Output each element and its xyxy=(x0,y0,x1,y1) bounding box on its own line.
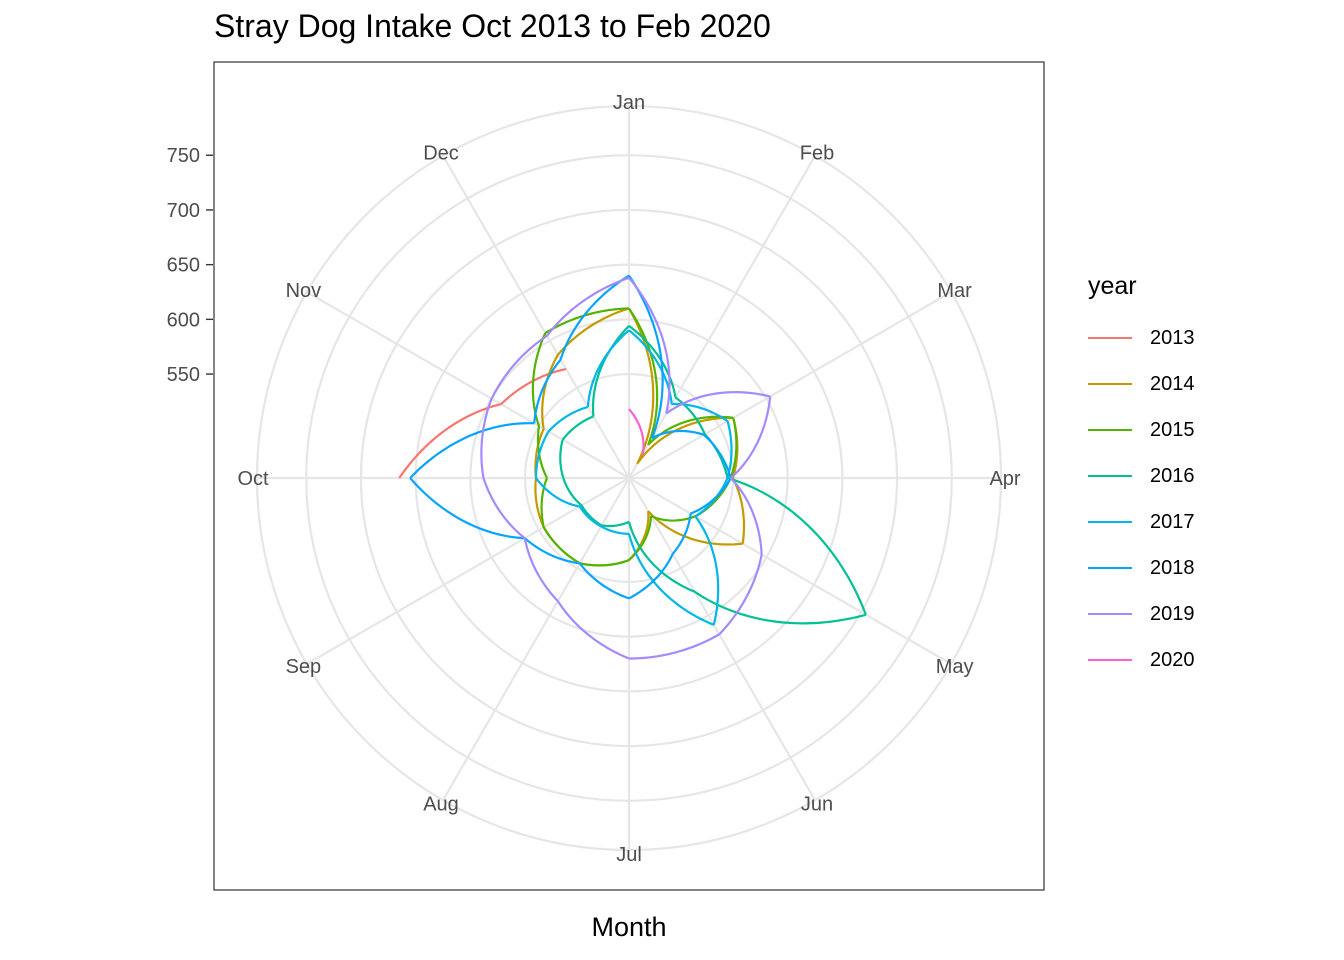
grid-spoke xyxy=(442,477,630,801)
month-label-feb: Feb xyxy=(800,142,834,164)
legend-label-2019: 2019 xyxy=(1150,602,1195,625)
series-line-2019 xyxy=(480,276,772,660)
legend-key-2017 xyxy=(1088,521,1132,523)
month-label-apr: Apr xyxy=(989,468,1020,490)
month-label-jun: Jun xyxy=(801,794,833,816)
legend-key-2019 xyxy=(1088,613,1132,615)
legend-label-2017: 2017 xyxy=(1150,510,1195,533)
grid-spoke xyxy=(628,477,816,801)
legend-label-2015: 2015 xyxy=(1150,418,1195,441)
grid-spoke xyxy=(442,155,630,479)
legend-key-2020 xyxy=(1088,659,1132,661)
legend-item-2016: 2016 xyxy=(1088,453,1195,499)
series-line-2017 xyxy=(534,329,733,626)
grid-layer xyxy=(255,104,1003,852)
legend-items: 2013 2014 2015 2016 2017 2018 2019 2020 xyxy=(1088,315,1195,683)
legend-item-2017: 2017 xyxy=(1088,499,1195,545)
month-label-aug: Aug xyxy=(423,794,459,816)
grid-spoke xyxy=(306,291,630,479)
series-line-2018 xyxy=(409,274,732,600)
legend-key-2014 xyxy=(1088,383,1132,385)
panel-border xyxy=(213,61,1045,891)
legend: year 2013 2014 2015 2016 2017 2018 2019 2020 xyxy=(1088,272,1195,683)
month-label-oct: Oct xyxy=(237,468,269,490)
grid-spoke xyxy=(628,155,816,479)
month-label-sep: Sep xyxy=(286,656,322,678)
legend-item-2015: 2015 xyxy=(1088,407,1195,453)
legend-item-2020: 2020 xyxy=(1088,637,1195,683)
month-label-dec: Dec xyxy=(423,142,459,164)
y-tick-label: 600 xyxy=(167,309,200,331)
month-label-mar: Mar xyxy=(937,280,972,302)
legend-key-2016 xyxy=(1088,475,1132,477)
legend-item-2018: 2018 xyxy=(1088,545,1195,591)
legend-label-2014: 2014 xyxy=(1150,372,1195,395)
month-label-may: May xyxy=(936,656,974,678)
legend-key-2018 xyxy=(1088,567,1132,569)
grid-spoke xyxy=(306,477,630,665)
legend-label-2020: 2020 xyxy=(1150,648,1195,671)
series-layer xyxy=(398,274,867,660)
y-tick-label: 650 xyxy=(167,255,200,277)
grid-spoke xyxy=(628,291,952,479)
y-tick-label: 700 xyxy=(167,200,200,222)
legend-item-2014: 2014 xyxy=(1088,361,1195,407)
month-label-jan: Jan xyxy=(613,92,645,114)
month-label-jul: Jul xyxy=(616,844,642,866)
label-layer: 550 600 650 700 750 Jan Feb Mar Apr May Jun Jul Aug S… xyxy=(167,92,1021,866)
legend-item-2019: 2019 xyxy=(1088,591,1195,637)
y-tick-label: 750 xyxy=(167,145,200,167)
grid-spoke xyxy=(628,477,952,665)
legend-label-2018: 2018 xyxy=(1150,556,1195,579)
legend-item-2013: 2013 xyxy=(1088,315,1195,361)
legend-key-2015 xyxy=(1088,429,1132,431)
y-tick-label: 550 xyxy=(167,364,200,386)
chart-title: Stray Dog Intake Oct 2013 to Feb 2020 xyxy=(214,8,771,44)
series-line-2020 xyxy=(628,408,645,455)
legend-title: year xyxy=(1088,272,1137,300)
legend-key-2013 xyxy=(1088,337,1132,339)
x-axis-label: Month xyxy=(591,912,667,942)
legend-label-2013: 2013 xyxy=(1150,326,1195,349)
month-label-nov: Nov xyxy=(286,280,322,302)
legend-label-2016: 2016 xyxy=(1150,464,1195,487)
